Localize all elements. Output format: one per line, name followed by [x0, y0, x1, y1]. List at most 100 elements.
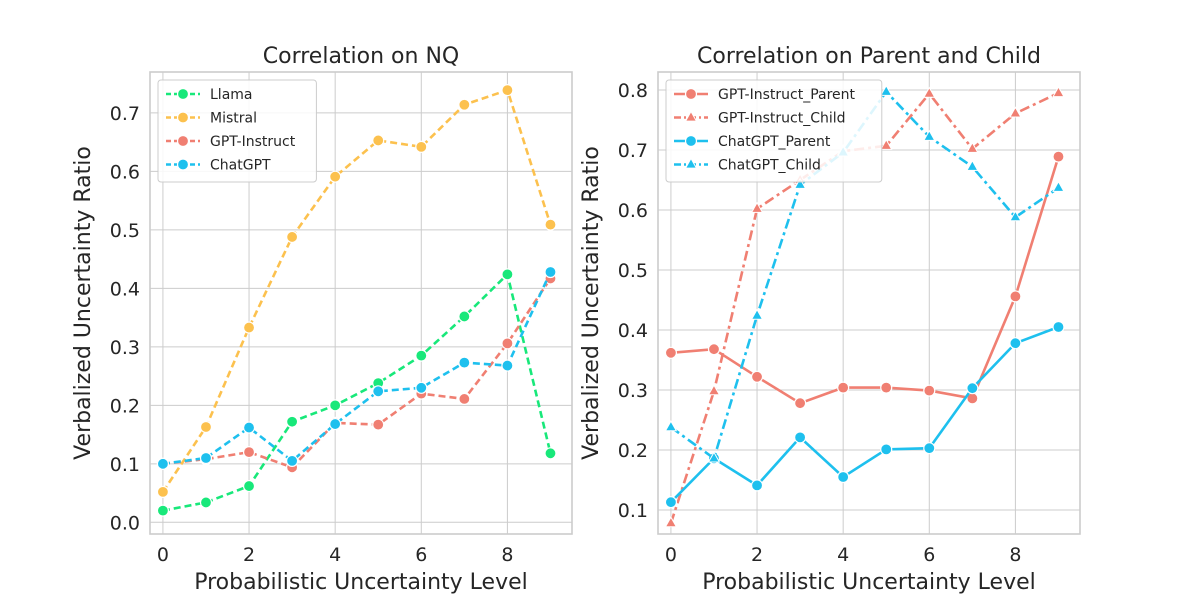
data-point — [458, 356, 471, 369]
data-point — [329, 417, 342, 431]
tick-labels: 0 2 4 6 8 0.0 0.1 0.2 0.3 0.4 0.5 0.6 0.7 — [110, 103, 514, 566]
y-tick-label: 0.2 — [110, 395, 140, 417]
data-point — [156, 504, 170, 517]
legend-item: GPT-Instruct_Child — [674, 110, 846, 127]
data-point — [966, 159, 979, 171]
legend-marker — [684, 134, 698, 148]
y-tick-label: 0.1 — [110, 454, 140, 476]
legend-item: GPT-Instruct — [166, 134, 296, 150]
data-point — [664, 420, 678, 432]
y-tick-label: 0.7 — [110, 103, 140, 125]
data-point — [923, 442, 936, 455]
data-point — [286, 415, 299, 428]
data-point — [750, 308, 764, 320]
x-tick-label: 8 — [1009, 544, 1021, 566]
y-tick-label: 0.3 — [618, 380, 648, 402]
data-point — [415, 381, 428, 394]
legend-label: ChatGPT_Parent — [718, 134, 831, 150]
x-axis-label: Probabilistic Uncertainty Level — [702, 570, 1036, 595]
legend-item: Llama — [166, 87, 253, 103]
data-point — [458, 310, 471, 323]
series-line — [162, 277, 552, 469]
legend-marker — [684, 87, 698, 101]
data-point — [156, 485, 170, 498]
y-tick-label: 0.8 — [618, 80, 648, 102]
data-point — [880, 443, 893, 456]
series-line — [670, 156, 1060, 405]
data-point — [750, 201, 764, 213]
data-point — [501, 268, 514, 281]
series-line — [162, 271, 552, 466]
data-point — [1052, 85, 1065, 98]
data-point — [242, 446, 256, 459]
data-point — [664, 346, 678, 359]
chart-nq: 0 2 4 6 8 0.0 0.1 0.2 0.3 0.4 0.5 0.6 0.7 Correlatio… — [71, 44, 573, 595]
data-point — [1052, 150, 1065, 163]
chart-title: Correlation on Parent and Child — [697, 44, 1041, 69]
data-point — [750, 479, 764, 492]
series-chatgpt — [156, 265, 557, 470]
data-point — [501, 337, 514, 350]
data-point — [372, 385, 385, 398]
data-point — [966, 382, 979, 395]
data-point — [329, 399, 342, 412]
data-point — [707, 384, 721, 396]
data-point — [794, 431, 807, 444]
legend-item: Mistral — [166, 111, 257, 127]
chart-title: Correlation on NQ — [263, 44, 459, 69]
x-axis-label: Probabilistic Uncertainty Level — [194, 570, 528, 595]
series-layer — [664, 84, 1065, 528]
data-point — [199, 451, 213, 465]
x-tick-label: 2 — [243, 544, 255, 566]
data-point — [415, 140, 428, 153]
data-point — [1009, 210, 1022, 222]
legend-label: ChatGPT — [210, 158, 271, 174]
series-chatgpt-parent — [664, 320, 1065, 509]
legend-box — [665, 79, 883, 183]
y-tick-label: 0.4 — [110, 278, 140, 300]
legend-marker — [176, 111, 190, 124]
data-point — [1009, 106, 1022, 118]
data-point — [242, 321, 256, 334]
data-point — [415, 349, 428, 362]
y-tick-label: 0.0 — [110, 512, 140, 534]
data-point — [199, 420, 213, 434]
plot-frame — [657, 71, 1081, 535]
data-point — [966, 141, 979, 153]
series-llama — [156, 268, 557, 517]
data-point — [286, 230, 299, 244]
legend-label: GPT-Instruct — [210, 134, 296, 150]
data-point — [1009, 337, 1022, 350]
legend: GPT-Instruct_Parent GPT-Instruct_Child Cha… — [665, 79, 883, 183]
series-line — [669, 91, 1060, 524]
legend: Llama Mistral GPT-Instruct ChatGPT — [157, 79, 317, 183]
series-line — [161, 88, 552, 493]
data-point — [1052, 180, 1065, 192]
data-point — [664, 496, 678, 509]
chart-parent-child: 0 2 4 6 8 0.1 0.2 0.3 0.4 0.5 0.6 0.7 0.8 Correlatio… — [579, 44, 1081, 595]
legend-label: Mistral — [210, 111, 257, 127]
legend-marker — [684, 157, 698, 169]
legend-label: Llama — [210, 87, 253, 103]
series-mistral — [156, 84, 557, 498]
x-tick-label: 2 — [751, 544, 763, 566]
y-tick-label: 0.6 — [618, 200, 648, 222]
data-point — [501, 84, 514, 97]
legend-marker — [176, 87, 190, 101]
series-line — [162, 271, 552, 512]
y-tick-label: 0.6 — [110, 161, 140, 183]
data-point — [793, 177, 807, 189]
y-axis-label: Verbalized Uncertainty Ratio — [579, 146, 604, 460]
data-point — [880, 381, 893, 394]
series-gpt-instruct — [156, 272, 557, 474]
legend-marker — [176, 158, 190, 171]
x-tick-label: 0 — [157, 544, 169, 566]
series-line — [670, 89, 1060, 461]
data-point — [1009, 290, 1022, 303]
data-point — [923, 129, 936, 141]
legend-marker — [684, 110, 698, 122]
legend-item: ChatGPT — [166, 158, 271, 174]
x-tick-label: 0 — [665, 544, 677, 566]
legend-item: ChatGPT_Parent — [674, 134, 831, 150]
